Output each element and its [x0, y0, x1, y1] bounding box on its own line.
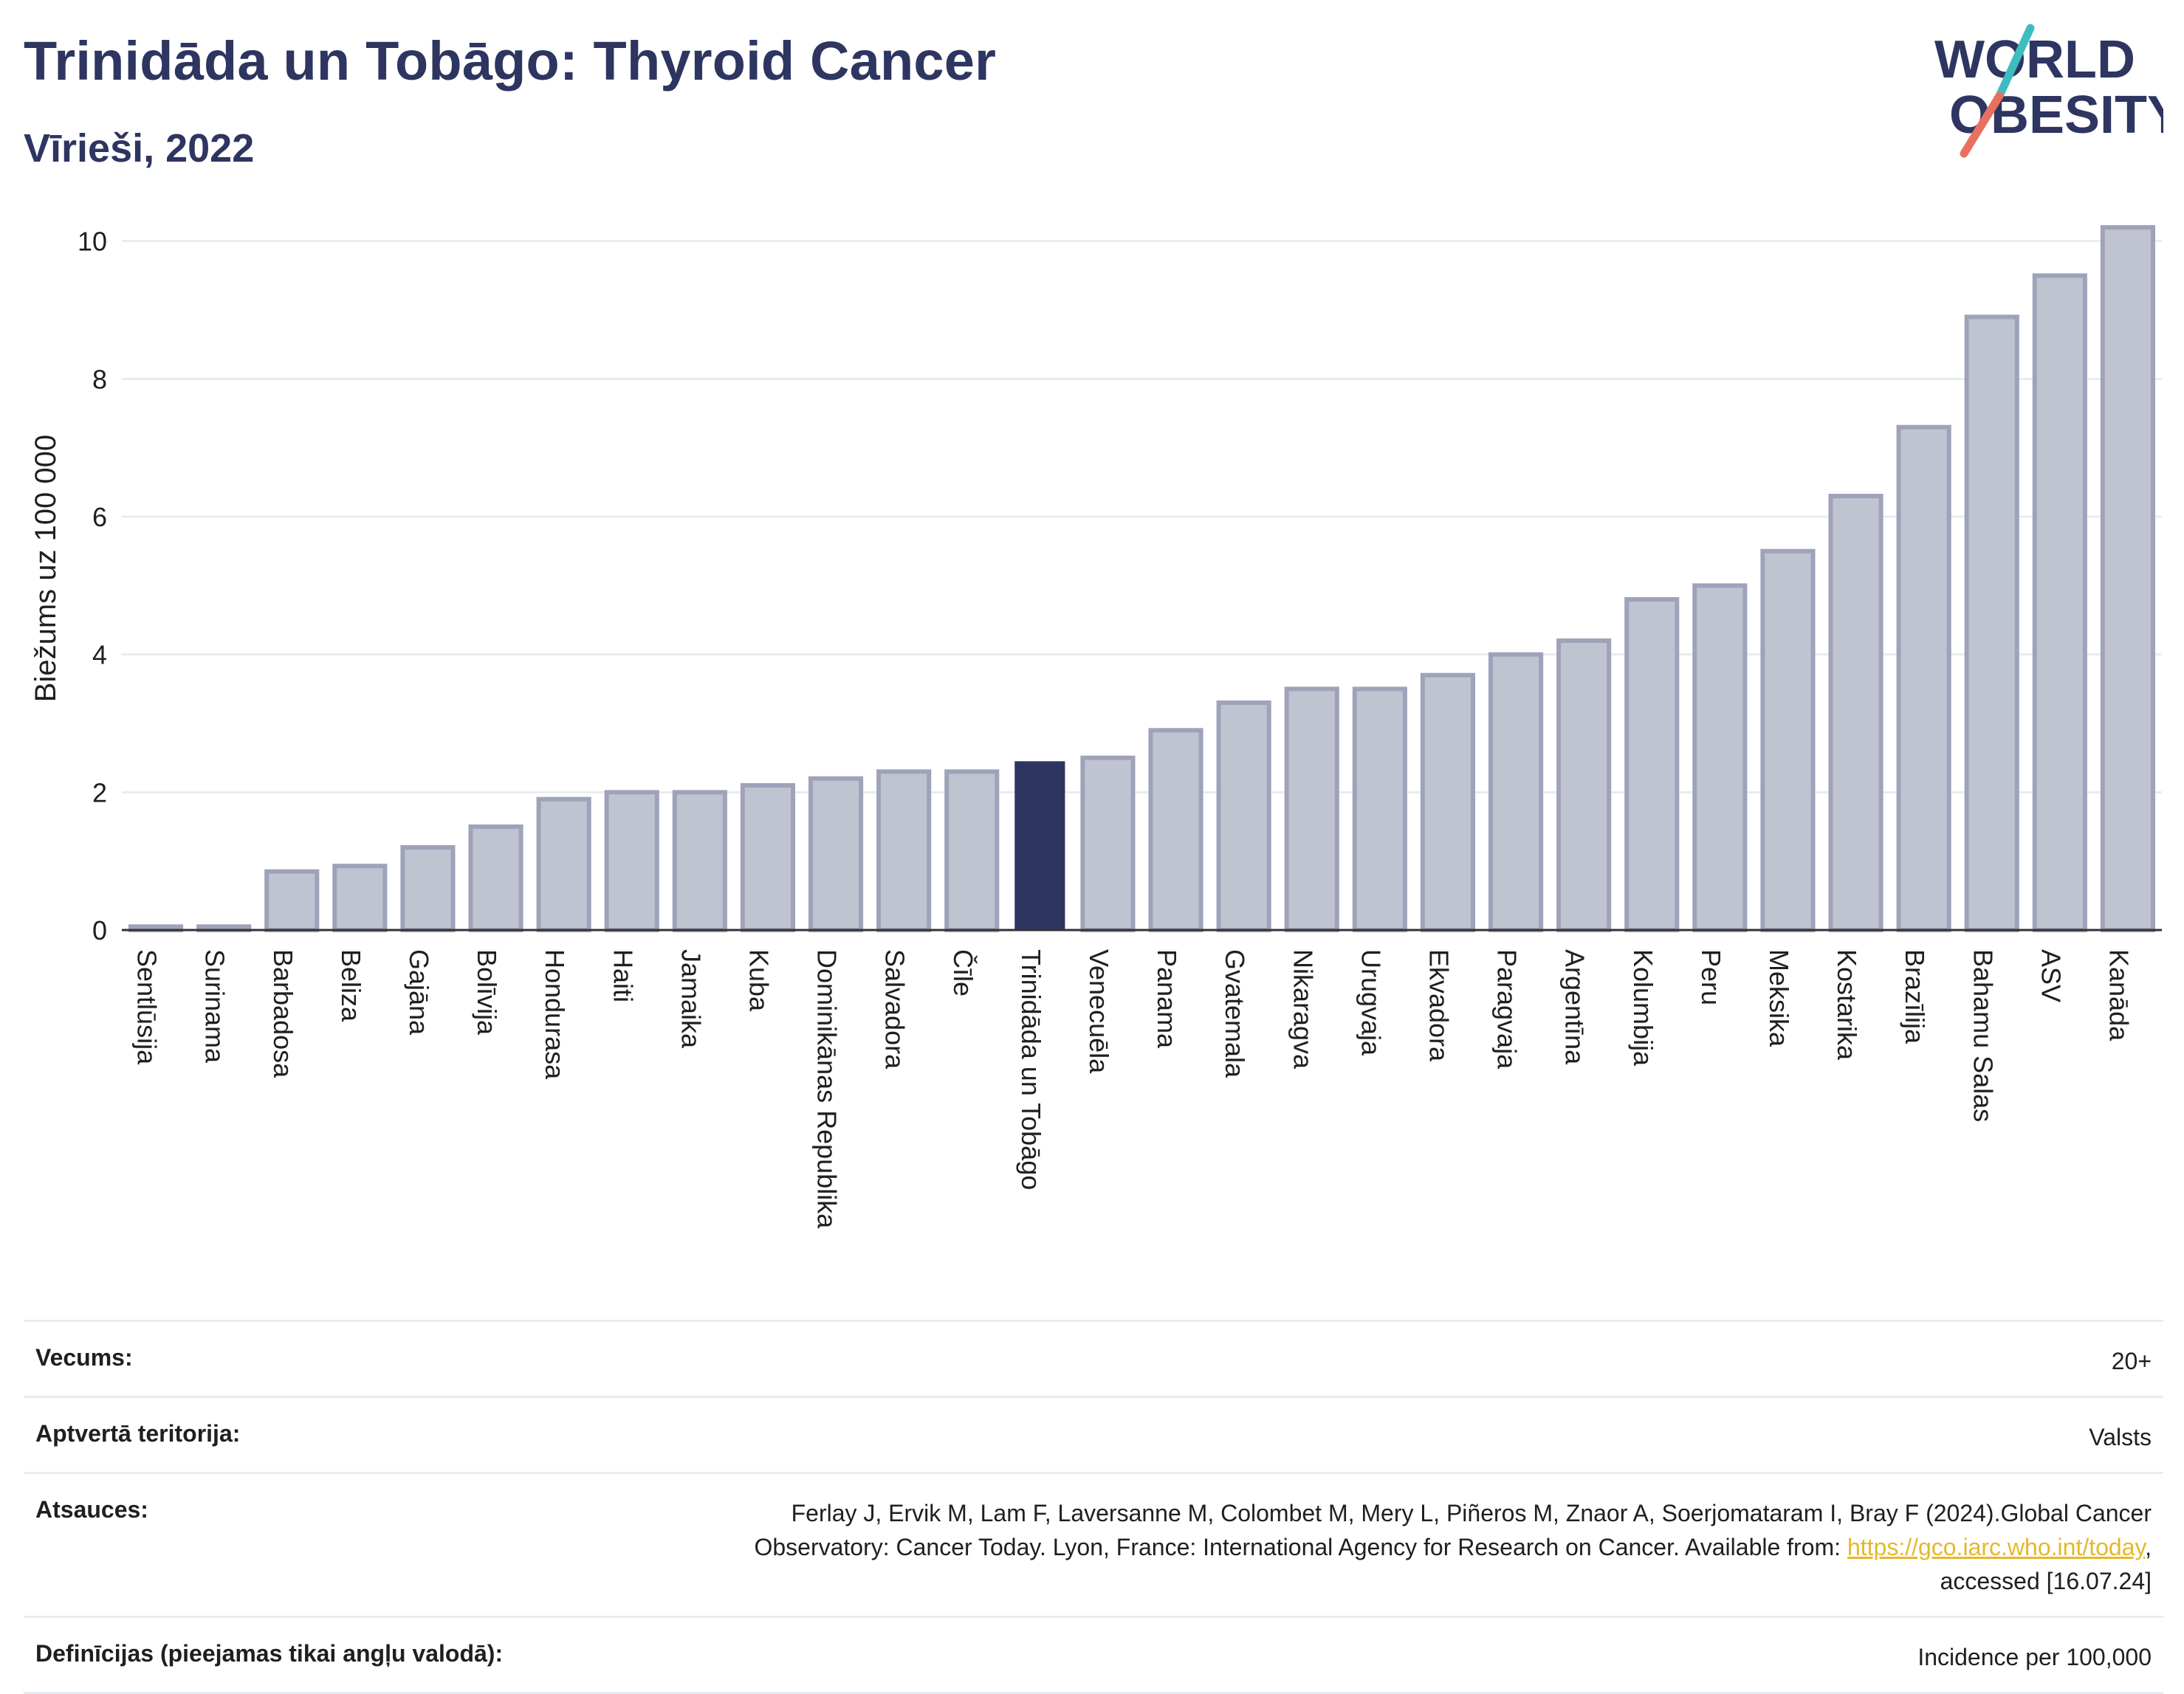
- x-tick-label: Peru: [1696, 949, 1726, 1005]
- chart-title: Trinidāda un Tobāgo: Thyroid Cancer: [24, 30, 997, 92]
- x-tick-label: Trinidāda un Tobāgo: [1016, 949, 1046, 1190]
- x-tick-label: Barbadosa: [268, 949, 298, 1078]
- bar: [1896, 424, 1951, 932]
- x-tick-label: Bolīvija: [472, 949, 502, 1036]
- x-tick-label: Bahamu Salas: [1968, 949, 1998, 1122]
- bar: [400, 845, 456, 932]
- x-tick-label: Meksika: [1764, 949, 1794, 1047]
- x-tick-label: Surinama: [200, 949, 230, 1064]
- x-tick-label: Kuba: [744, 949, 774, 1012]
- bar: [468, 824, 523, 932]
- x-tick-label: Urugvaja: [1356, 949, 1386, 1056]
- x-tick-label: Sentlūsija: [132, 949, 162, 1065]
- grid-lines: [122, 240, 2162, 793]
- x-tick-label: Jamaika: [676, 949, 706, 1049]
- definitions-label: Definīcijas (pieejamas tikai angļu valod…: [35, 1640, 504, 1667]
- info-row-definitions: Definīcijas (pieejamas tikai angļu valod…: [24, 1616, 2163, 1694]
- bar: [1624, 597, 1680, 932]
- age-label: Vecums:: [35, 1344, 133, 1371]
- bar: [1760, 548, 1816, 932]
- x-tick-label: Dominikānas Republika: [812, 949, 842, 1229]
- references-line3: accessed [16.07.24]: [1940, 1568, 2152, 1594]
- x-tick-label: Venecuēla: [1084, 949, 1114, 1074]
- y-tick-label: 2: [92, 777, 107, 808]
- y-tick-label: 10: [78, 227, 107, 257]
- x-tick-label: ASV: [2036, 949, 2066, 1002]
- logo-line1: WORLD: [1934, 30, 2135, 89]
- axis-labels: 0 2 4 6 8 10 Biežums uz 100 000 Sentlūsija Surin…: [30, 227, 2134, 1230]
- x-tick-label: Nikaragva: [1288, 949, 1318, 1070]
- x-tick-label: Panama: [1152, 949, 1182, 1049]
- bar: [876, 769, 932, 933]
- bar: [1964, 314, 2019, 933]
- logo-slash-teal: [1995, 24, 2035, 100]
- bar: [2032, 273, 2087, 933]
- territory-value: Valsts: [2089, 1424, 2152, 1450]
- bar: [1216, 700, 1271, 932]
- logo-slash-coral: [1960, 92, 2004, 158]
- references-value: Ferlay J, Ervik M, Lam F, Laversanne M, …: [754, 1500, 2152, 1594]
- x-tick-label: Hondurasa: [540, 949, 570, 1080]
- bar: [1692, 583, 1748, 932]
- bar: [1828, 494, 1883, 932]
- x-tick-label: Kostarika: [1832, 949, 1862, 1061]
- x-tick-label: Čīle: [948, 949, 978, 996]
- references-line1: Ferlay J, Ervik M, Lam F, Laversanne M, …: [791, 1500, 2152, 1526]
- bar: [1148, 728, 1203, 932]
- definitions-value: Incidence per 100,000: [1917, 1644, 2152, 1670]
- bar-chart: 0 2 4 6 8 10 Biežums uz 100 000 Sentlūsija Surin…: [30, 225, 2162, 1230]
- bar: [536, 796, 591, 932]
- info-row-territory: Aptvertā teritorija: Valsts: [24, 1396, 2163, 1472]
- bar: [1284, 686, 1339, 932]
- y-tick-label: 0: [92, 915, 107, 946]
- x-tick-label: Argentīna: [1560, 949, 1590, 1065]
- world-obesity-logo: WORLD OBESITY: [1934, 24, 2163, 158]
- x-tick-label: Brazīlija: [1900, 949, 1930, 1044]
- bar: [1352, 686, 1407, 932]
- info-row-references: Atsauces: Ferlay J, Ervik M, Lam F, Lave…: [24, 1472, 2163, 1616]
- age-value: 20+: [2111, 1348, 2152, 1374]
- x-tick-label: Beliza: [336, 949, 366, 1022]
- references-line2: Observatory: Cancer Today. Lyon, France:…: [754, 1534, 1841, 1560]
- bar: [1080, 755, 1136, 932]
- bar: [332, 864, 388, 932]
- bar: [604, 790, 659, 933]
- info-table: Vecums: 20+ Aptvertā teritorija: Valsts …: [24, 1320, 2163, 1694]
- y-axis-label: Biežums uz 100 000: [30, 435, 62, 702]
- bar: [740, 783, 796, 932]
- territory-label: Aptvertā teritorija:: [35, 1420, 241, 1447]
- x-tick-label: Kanāda: [2104, 949, 2134, 1041]
- x-tick-label: Ekvadora: [1424, 949, 1454, 1062]
- x-tick-label: Paragvaja: [1492, 949, 1522, 1070]
- bar-highlighted: [1014, 761, 1065, 930]
- bar: [2100, 225, 2156, 932]
- x-tick-label: Kolumbija: [1628, 949, 1658, 1067]
- bar: [264, 869, 320, 932]
- bars: [128, 225, 2156, 933]
- bar: [944, 769, 1000, 933]
- bar: [1420, 672, 1476, 933]
- references-label: Atsauces:: [35, 1496, 148, 1523]
- y-tick-label: 6: [92, 502, 107, 532]
- y-tick-label: 4: [92, 640, 107, 670]
- references-link[interactable]: https://gco.iarc.who.int/today: [1847, 1534, 2146, 1560]
- x-tick-label: Haiti: [608, 949, 638, 1002]
- y-tick-label: 8: [92, 364, 107, 394]
- bar: [672, 790, 727, 933]
- x-tick-label: Salvadora: [880, 949, 910, 1070]
- bar: [1556, 638, 1612, 932]
- info-row-age: Vecums: 20+: [24, 1320, 2163, 1396]
- chart-subtitle: Vīrieši, 2022: [24, 126, 255, 171]
- bar: [808, 776, 864, 932]
- x-tick-label: Gajāna: [404, 949, 434, 1036]
- x-tick-label: Gvatemala: [1220, 949, 1250, 1078]
- bar: [1488, 652, 1544, 933]
